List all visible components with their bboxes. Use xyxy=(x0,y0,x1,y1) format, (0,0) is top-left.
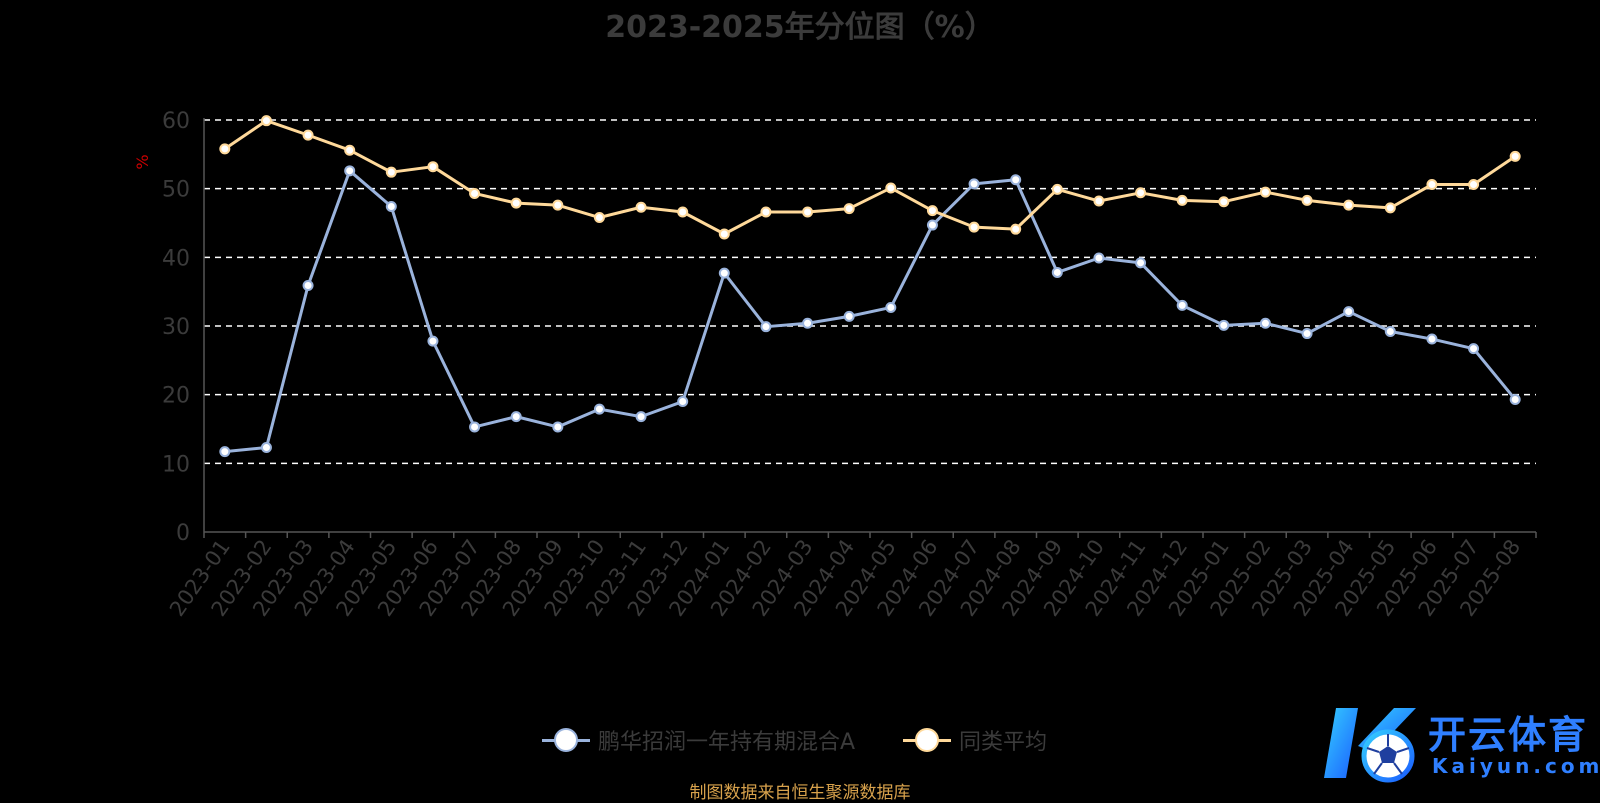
data-point[interactable] xyxy=(344,144,356,156)
data-point[interactable] xyxy=(1218,196,1230,208)
data-point[interactable] xyxy=(260,442,272,454)
data-point[interactable] xyxy=(469,421,481,433)
data-point[interactable] xyxy=(1509,393,1521,405)
data-point[interactable] xyxy=(219,446,231,458)
data-point[interactable] xyxy=(802,317,814,329)
data-point[interactable] xyxy=(926,219,938,231)
data-point[interactable] xyxy=(302,279,314,291)
data-point[interactable] xyxy=(344,165,356,177)
logo-text-en: Kaiyun.com xyxy=(1432,754,1600,778)
data-point[interactable] xyxy=(1176,299,1188,311)
data-point[interactable] xyxy=(219,143,231,155)
data-point[interactable] xyxy=(1010,174,1022,186)
data-point[interactable] xyxy=(718,267,730,279)
data-point[interactable] xyxy=(510,411,522,423)
y-tick-label: 20 xyxy=(162,384,190,409)
data-point[interactable] xyxy=(677,396,689,408)
legend-label-average: 同类平均 xyxy=(959,730,1048,755)
data-point[interactable] xyxy=(885,182,897,194)
series-lines xyxy=(219,115,1521,458)
data-point[interactable] xyxy=(968,221,980,233)
y-tick-label: 0 xyxy=(176,521,190,546)
data-source-note: 制图数据来自恒生聚源数据库 xyxy=(689,783,911,803)
brand-logo[interactable]: 开云体育 Kaiyun.com xyxy=(1316,700,1599,786)
series-line-1 xyxy=(223,119,1517,236)
data-point[interactable] xyxy=(1468,343,1480,355)
data-point[interactable] xyxy=(1259,317,1271,329)
y-tick-label: 10 xyxy=(162,452,190,477)
data-point[interactable] xyxy=(385,201,397,213)
data-point[interactable] xyxy=(802,206,814,218)
y-tick-label: 40 xyxy=(162,246,190,271)
line-chart: 01020304050602023-012023-022023-032023-0… xyxy=(133,109,1537,621)
data-point[interactable] xyxy=(1426,179,1438,191)
data-point[interactable] xyxy=(1468,179,1480,191)
legend: 鹏华招润一年持有期混合A 同类平均 xyxy=(0,720,1600,760)
data-point[interactable] xyxy=(593,403,605,415)
legend-marker-average xyxy=(915,728,939,752)
legend-swatch-fund xyxy=(542,728,590,752)
data-point[interactable] xyxy=(635,411,647,423)
data-point[interactable] xyxy=(1343,199,1355,211)
data-point[interactable] xyxy=(1093,252,1105,264)
data-point[interactable] xyxy=(1384,325,1396,337)
data-point[interactable] xyxy=(760,206,772,218)
series-line-0 xyxy=(224,169,1517,454)
data-point[interactable] xyxy=(1301,328,1313,340)
data-point[interactable] xyxy=(260,115,272,127)
data-point[interactable] xyxy=(1426,333,1438,345)
data-point[interactable] xyxy=(1010,223,1022,235)
data-point[interactable] xyxy=(843,310,855,322)
legend-swatch-average xyxy=(903,728,951,752)
data-point[interactable] xyxy=(926,205,938,217)
data-point[interactable] xyxy=(1218,319,1230,331)
y-axis-label: % xyxy=(133,154,152,169)
data-point[interactable] xyxy=(469,187,481,199)
y-tick-label: 30 xyxy=(162,315,190,340)
legend-label-fund: 鹏华招润一年持有期混合A xyxy=(598,730,856,755)
data-point[interactable] xyxy=(635,201,647,213)
data-point[interactable] xyxy=(593,212,605,224)
data-point[interactable] xyxy=(552,421,564,433)
data-point[interactable] xyxy=(552,199,564,211)
data-point[interactable] xyxy=(677,206,689,218)
data-point[interactable] xyxy=(718,228,730,240)
grid-lines xyxy=(204,119,1536,465)
data-point[interactable] xyxy=(1093,195,1105,207)
data-point[interactable] xyxy=(843,203,855,215)
logo-text-cn: 开云体育 xyxy=(1428,713,1589,757)
data-point[interactable] xyxy=(1259,186,1271,198)
data-point[interactable] xyxy=(1135,257,1147,269)
data-point[interactable] xyxy=(1135,187,1147,199)
data-point[interactable] xyxy=(1384,202,1396,214)
data-point[interactable] xyxy=(1343,306,1355,318)
data-point[interactable] xyxy=(427,335,439,347)
legend-item-fund[interactable]: 鹏华招润一年持有期混合A xyxy=(542,720,855,760)
data-point[interactable] xyxy=(1509,150,1521,162)
legend-marker-fund xyxy=(554,728,578,752)
data-point[interactable] xyxy=(1051,183,1063,195)
y-tick-label: 50 xyxy=(162,178,190,203)
chart-title: 2023-2025年分位图（%） xyxy=(605,10,995,45)
k-soccer-ball-logo-icon xyxy=(1324,708,1416,783)
data-point[interactable] xyxy=(427,161,439,173)
data-point[interactable] xyxy=(1176,194,1188,206)
data-point[interactable] xyxy=(302,129,314,141)
data-point[interactable] xyxy=(1301,194,1313,206)
legend-item-average[interactable]: 同类平均 xyxy=(903,720,1047,760)
data-point[interactable] xyxy=(760,321,772,333)
data-point[interactable] xyxy=(385,166,397,178)
data-point[interactable] xyxy=(1051,266,1063,278)
y-tick-label: 60 xyxy=(162,109,190,134)
data-point[interactable] xyxy=(968,178,980,190)
data-point[interactable] xyxy=(885,301,897,313)
data-point[interactable] xyxy=(510,197,522,209)
